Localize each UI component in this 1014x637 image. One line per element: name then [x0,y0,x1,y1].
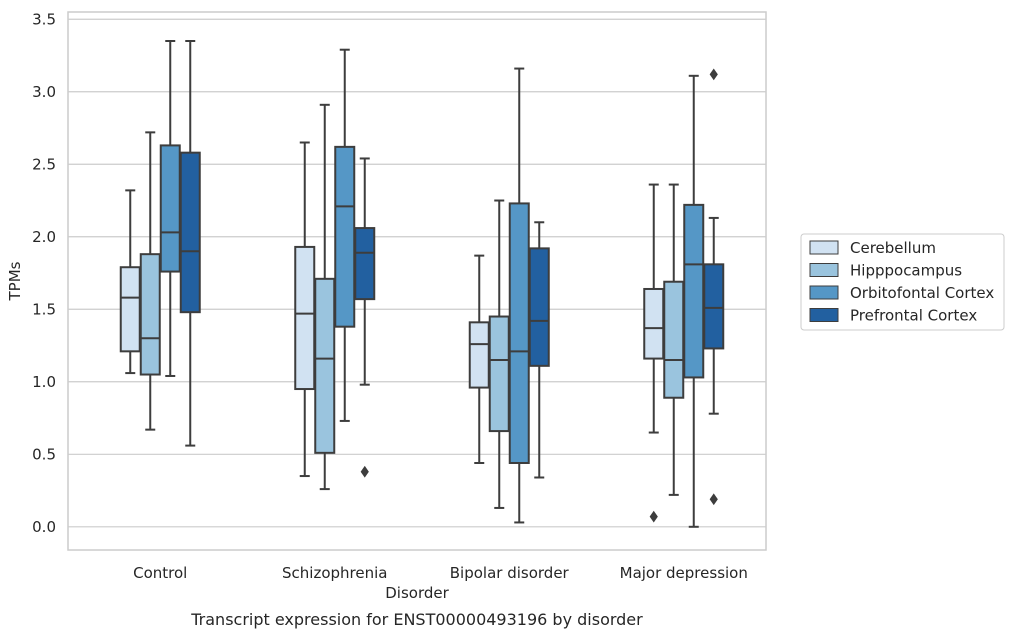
y-tick-label: 2.5 [32,155,56,173]
box-1-2 [488,199,510,509]
box-body [294,245,316,391]
legend-label: Hipppocampus [850,262,962,280]
legend-frame [800,233,1005,331]
box-3-3 [703,68,725,506]
box-body [528,247,550,367]
box-1-3 [663,183,685,496]
box-body [334,145,356,328]
box-body [119,266,141,353]
box-1-1 [314,103,336,491]
boxes [119,40,725,528]
box-2-1 [334,48,356,422]
box-body [683,203,705,379]
plot-area-frame [67,11,767,551]
y-tick-label: 2.0 [32,228,56,246]
y-tick-label: 1.5 [32,300,56,318]
legend-label: Cerebellum [850,239,936,257]
box-body [314,277,336,454]
x-tick-label: Bipolar disorder [450,564,570,582]
x-axis-title: Disorder [385,584,449,602]
box-0-1 [294,141,316,478]
legend-label: Prefrontal Cortex [850,307,977,325]
grid-lines [68,18,766,528]
chart-caption: Transcript expression for ENST0000049319… [190,610,643,629]
box-body [139,253,161,376]
box-body [354,227,376,301]
outlier-point [360,465,369,478]
x-tick-label: Schizophrenia [282,564,387,582]
y-axis-ticks: 0.0 0.5 1.0 1.5 2.0 2.5 3.0 3.5 [32,10,56,536]
x-tick-label: Control [133,564,187,582]
y-tick-label: 0.5 [32,445,56,463]
box-body [488,315,510,433]
outlier-point [649,510,658,523]
box-body [643,287,665,360]
box-2-3 [683,74,705,528]
y-tick-label: 0.0 [32,518,56,536]
outlier-point [709,493,718,506]
legend-swatch [809,308,839,322]
box-0-2 [468,254,490,464]
y-tick-label: 3.5 [32,10,56,28]
box-body [663,280,685,399]
legend-swatch [809,285,839,300]
legend-label: Orbitofontal Cortex [850,284,994,302]
legend: Cerebellum Hipppocampus Orbitofontal Corte… [800,233,1005,331]
outlier-point [709,68,718,81]
legend-swatch [809,263,839,277]
x-axis-ticks: Control Schizophrenia Bipolar disorder Majo… [133,564,748,582]
box-3-2 [528,221,550,479]
box-1-0 [139,131,161,431]
box-2-2 [508,67,530,524]
box-3-0 [179,40,201,447]
y-axis-title: TPMs [6,261,24,301]
box-body [179,151,201,314]
y-tick-label: 1.0 [32,373,56,391]
box-body [703,263,725,350]
box-2-0 [159,40,181,377]
x-tick-label: Major depression [620,564,748,582]
box-3-1 [354,157,376,478]
legend-swatch [809,240,839,255]
box-body [508,202,530,464]
box-0-0 [119,189,141,375]
y-tick-label: 3.0 [32,83,56,101]
box-0-3 [643,183,665,523]
box-body [159,144,181,273]
box-body [468,321,490,389]
